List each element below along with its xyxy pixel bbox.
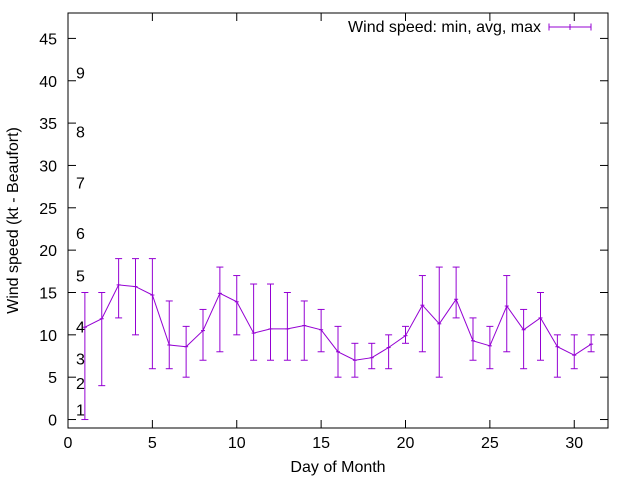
error-bar [283,291,291,361]
error-bar [418,275,426,353]
error-bar [452,266,460,319]
error-bar [503,275,511,353]
beaufort-label: 2 [76,376,85,393]
y-tick-label: 10 [39,328,57,345]
y-tick-label: 0 [48,413,57,430]
y-tick-label: 40 [39,74,57,91]
plot-frame [67,12,609,429]
beaufort-label: 6 [76,226,85,243]
y-tick-label: 35 [39,116,57,133]
x-tick-label: 20 [397,435,415,452]
error-bar [537,291,544,361]
plot-layer [81,258,595,421]
error-bar [115,258,123,319]
error-bar [216,266,224,353]
legend-label: Wind speed: min, avg, max [348,19,541,36]
x-tick-label: 25 [481,435,499,452]
x-tick-label: 10 [228,435,246,452]
error-bar [368,342,376,370]
error-bar [148,258,156,370]
y-tick-label: 15 [39,285,57,302]
legend: Wind speed: min, avg, max [348,19,592,36]
error-bar [402,325,409,344]
error-bar [98,291,106,387]
y-tick-label: 5 [48,370,57,387]
error-bar [334,325,342,378]
error-bar [81,291,89,421]
beaufort-label: 7 [76,175,85,192]
error-bar [182,325,190,378]
error-bar [165,300,173,370]
x-tick-label: 15 [312,435,330,452]
x-tick-label: 30 [565,435,583,452]
x-axis-title: Day of Month [290,459,385,476]
error-bar [317,308,325,353]
error-bar [233,275,241,336]
beaufort-label: 9 [76,65,85,82]
error-bar [199,308,207,361]
error-bar [351,342,359,378]
error-bar [486,325,494,370]
error-bar [300,300,308,361]
error-bar [250,283,258,361]
error-bar [520,308,528,370]
beaufort-label: 3 [76,352,85,369]
error-bar [587,334,595,353]
error-bar [132,258,139,336]
error-bar [553,334,561,378]
x-tick-label: 5 [148,435,157,452]
y-axis-title: Wind speed (kt - Beaufort) [5,127,22,314]
beaufort-label: 5 [76,269,85,286]
y-tick-label: 45 [39,31,57,48]
error-bar [385,334,393,370]
error-bar [267,283,274,361]
beaufort-label: 4 [76,319,85,336]
error-bar [469,317,477,361]
legend-key [548,23,592,31]
y-tick-label: 25 [39,201,57,218]
error-bar [435,266,443,378]
error-bar [570,334,578,370]
x-tick-label: 0 [64,435,73,452]
beaufort-label: 1 [76,402,85,419]
y-tick-label: 30 [39,158,57,175]
beaufort-label: 8 [76,125,85,142]
y-tick-label: 20 [39,243,57,260]
